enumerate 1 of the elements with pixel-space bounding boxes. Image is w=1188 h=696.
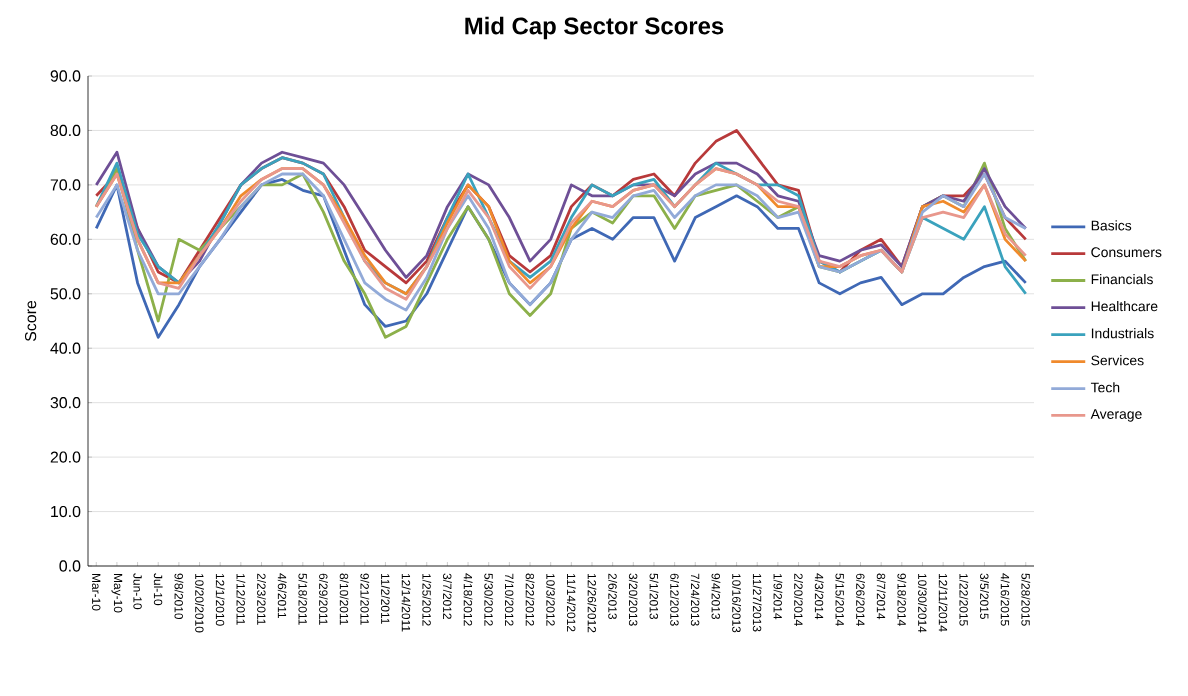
chart-title: Mid Cap Sector Scores (465, 16, 724, 40)
